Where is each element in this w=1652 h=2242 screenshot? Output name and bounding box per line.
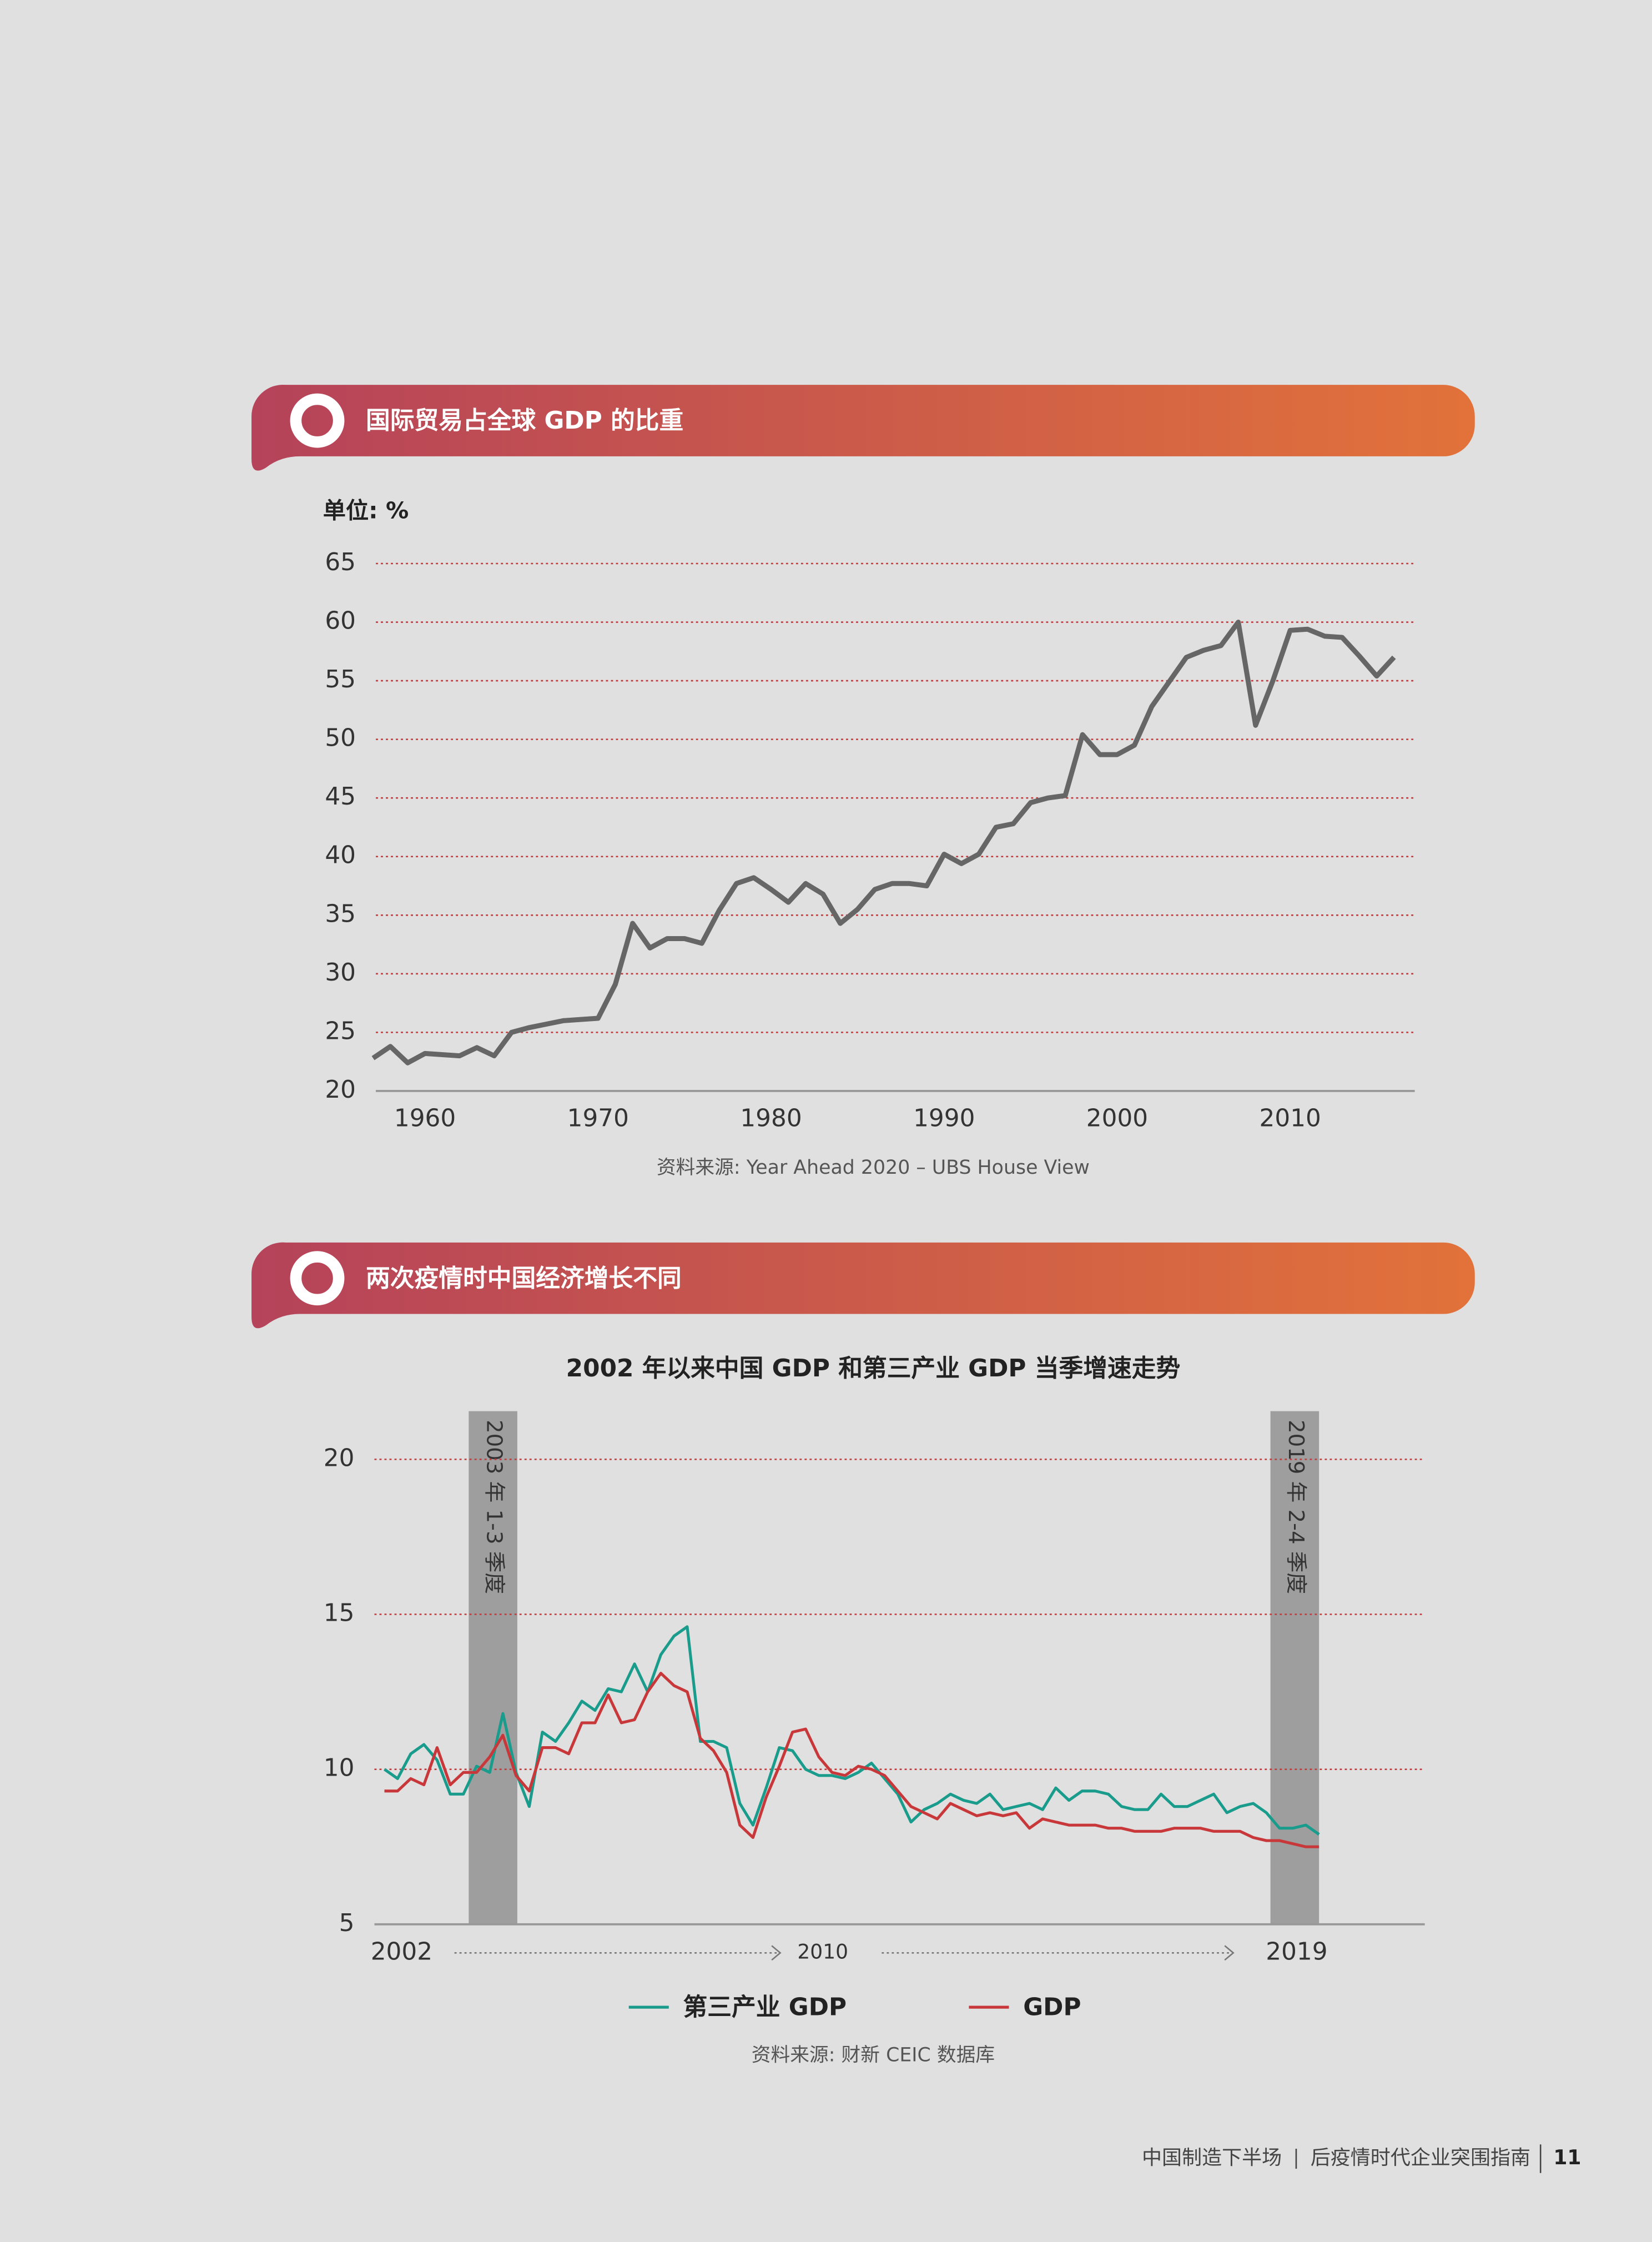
legend-label: GDP <box>1023 1993 1081 2022</box>
x-tick-label: 2000 <box>1086 1104 1148 1132</box>
chart-title: 2002 年以来中国 GDP 和第三产业 GDP 当季增速走势 <box>566 1354 1181 1383</box>
footer-text: 中国制造下半场 <box>1142 2147 1282 2169</box>
y-tick-label: 5 <box>339 1909 355 1937</box>
band-label: 2019 年 2-4 季度 <box>1283 1420 1308 1594</box>
y-tick-label: 35 <box>325 899 356 928</box>
y-tick-label: 25 <box>325 1017 356 1045</box>
highlight-band <box>469 1411 517 1924</box>
source-note: 资料来源: Year Ahead 2020 – UBS House View <box>657 1157 1090 1179</box>
x-tick-label: 2010 <box>1260 1104 1321 1132</box>
x-tick-label: 1960 <box>394 1104 456 1132</box>
arrow-head <box>771 1945 782 1961</box>
data-line <box>384 1625 1320 1836</box>
x-tick-label: 1970 <box>567 1104 629 1132</box>
y-tick-label: 15 <box>324 1599 355 1627</box>
x-tick-label: 2019 <box>1266 1937 1327 1965</box>
banner-icon <box>290 393 345 448</box>
section-banner <box>251 384 1475 471</box>
y-tick-label: 20 <box>325 1075 356 1104</box>
y-tick-label: 55 <box>325 665 356 693</box>
x-tick-label: 2002 <box>371 1937 432 1965</box>
y-tick-label: 45 <box>325 782 356 811</box>
unit-label: 单位: % <box>323 497 409 524</box>
y-tick-label: 10 <box>324 1754 355 1782</box>
y-tick-label: 30 <box>325 958 356 987</box>
page-number: 11 <box>1553 2147 1581 2169</box>
data-line <box>384 1672 1319 1848</box>
x-tick-label: 2010 <box>797 1941 848 1963</box>
y-tick-label: 50 <box>325 724 356 752</box>
x-tick-label: 1980 <box>740 1104 802 1132</box>
y-tick-label: 20 <box>324 1444 355 1472</box>
section-title: 两次疫情时中国经济增长不同 <box>366 1264 682 1293</box>
highlight-band <box>1270 1411 1319 1924</box>
arrow-head <box>1224 1945 1235 1961</box>
footer-text: 后疫情时代企业突围指南 <box>1311 2147 1530 2169</box>
x-tick-label: 1990 <box>913 1104 975 1132</box>
y-tick-label: 40 <box>325 841 356 869</box>
band-label: 2003 年 1-3 季度 <box>482 1420 507 1594</box>
data-line <box>371 620 1396 1065</box>
legend-label: 第三产业 GDP <box>683 1993 847 2022</box>
banner-icon <box>290 1251 345 1306</box>
y-tick-label: 65 <box>325 548 356 576</box>
source-note: 资料来源: 财新 CEIC 数据库 <box>752 2044 995 2067</box>
y-tick-label: 60 <box>325 607 356 635</box>
section-banner <box>251 1242 1475 1329</box>
section-title: 国际贸易占全球 GDP 的比重 <box>366 406 683 435</box>
